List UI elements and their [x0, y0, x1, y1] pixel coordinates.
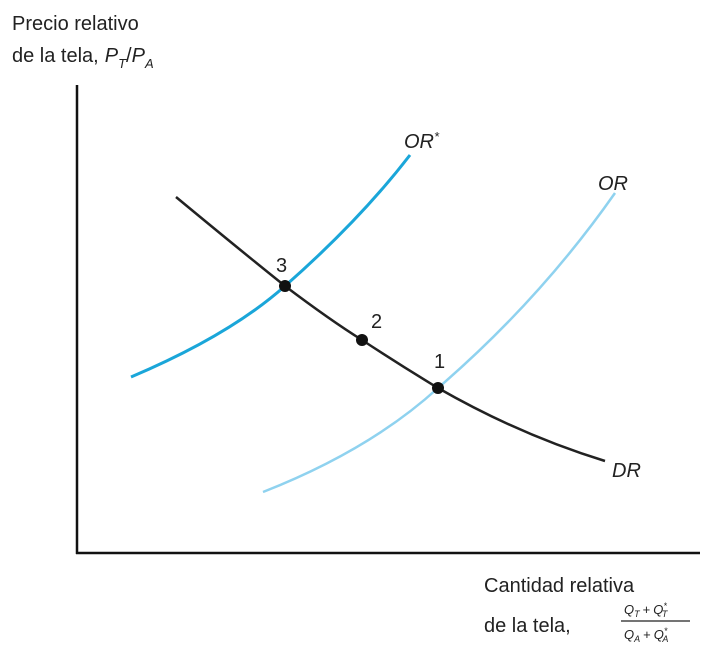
x-axis-label: de la tela, — [484, 615, 571, 637]
point-label: 1 — [434, 351, 445, 373]
symbol: T — [118, 56, 127, 71]
symbol: P — [105, 45, 119, 67]
equilibrium-point — [279, 280, 291, 292]
or-star-label-text: OR — [404, 131, 434, 153]
dr-curve — [175, 196, 606, 463]
x-axis-label: Cantidad relativa — [484, 575, 635, 597]
f: + — [643, 627, 651, 642]
f: A — [633, 634, 640, 644]
f: T — [662, 609, 669, 619]
f: T — [634, 609, 641, 619]
or-star-label: OR* — [404, 129, 440, 153]
y-axis-label-text: de la tela, — [12, 45, 99, 67]
f: Q — [624, 602, 634, 617]
fraction-numerator: QT + Q* T — [624, 601, 669, 619]
f: + — [643, 602, 651, 617]
equilibrium-point — [356, 334, 368, 346]
f: Q — [654, 627, 664, 642]
or-label: OR — [598, 173, 628, 195]
point-label: 3 — [276, 255, 287, 277]
y-axis-label: de la tela, PT/PA — [12, 45, 154, 71]
f: A — [661, 634, 668, 644]
fraction-denominator: QA + Q* A — [624, 626, 668, 644]
equilibrium-point — [432, 382, 444, 394]
f: * — [664, 626, 668, 636]
or-star-sup: * — [434, 129, 440, 144]
symbol: P — [132, 45, 146, 67]
f: * — [663, 601, 667, 611]
dr-label: DR — [612, 460, 641, 482]
point-label: 2 — [371, 311, 382, 333]
f: Q — [624, 627, 634, 642]
y-axis-label: Precio relativo — [12, 13, 139, 35]
symbol: / — [126, 45, 132, 67]
f: Q — [653, 602, 663, 617]
symbol: A — [144, 56, 154, 71]
